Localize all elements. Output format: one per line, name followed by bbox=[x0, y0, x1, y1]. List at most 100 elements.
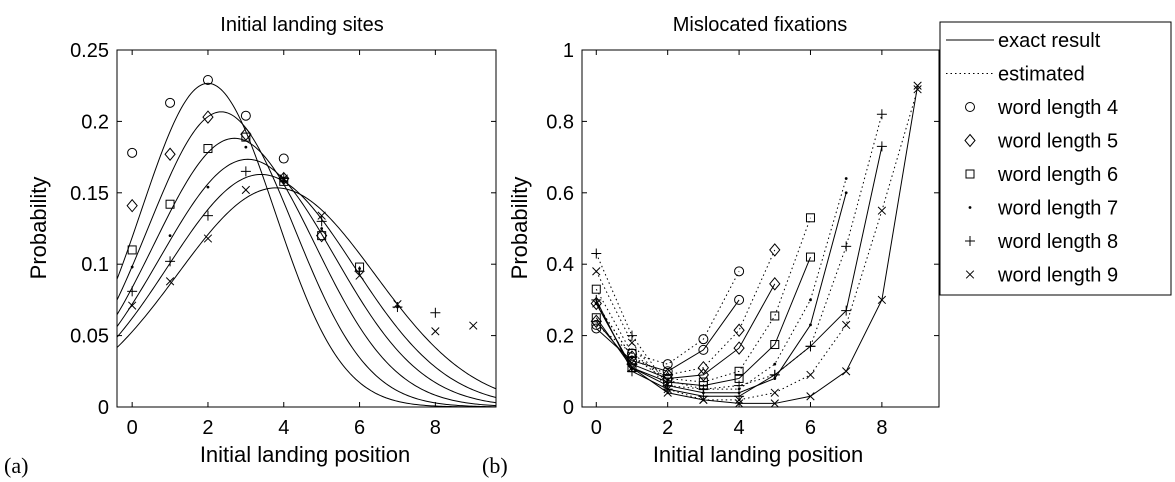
legend-item: exact result bbox=[946, 30, 1101, 52]
panel-b-x-tick-label: 4 bbox=[734, 417, 745, 439]
panel-a-x-tick-label: 6 bbox=[354, 417, 365, 439]
panel-b-x-tick-label: 6 bbox=[805, 417, 816, 439]
panel-a-point-cross bbox=[128, 301, 137, 310]
panel-b-x-tick-label: 0 bbox=[591, 417, 602, 439]
panel-a-point-cross bbox=[241, 185, 251, 195]
panel-b-exact-line-cross bbox=[595, 85, 919, 404]
panel-b-estimated-point-cross bbox=[913, 85, 922, 94]
panel-b-estimated-point-plus bbox=[591, 248, 602, 259]
panel-b-label: (b) bbox=[482, 453, 508, 478]
panel-b-exact-point-circle bbox=[662, 366, 673, 377]
legend-cross-marker-icon bbox=[965, 270, 975, 279]
panel-b-estimated-point-diamond bbox=[697, 360, 710, 375]
panel-b-estimated-point-diamond bbox=[733, 323, 745, 338]
panel-a-point-square bbox=[165, 199, 175, 209]
panel-b-exact-point-cross bbox=[806, 392, 815, 401]
legend-circle-marker-icon bbox=[965, 102, 975, 112]
panel-a-y-tick-label: 0 bbox=[98, 397, 109, 419]
panel-b-estimated-point-plus bbox=[698, 384, 709, 395]
legend-diamond-marker-icon bbox=[964, 133, 976, 148]
panel-b-exact-point-square bbox=[770, 340, 780, 350]
panel-b-exact-point-circle bbox=[591, 323, 602, 334]
panel-b-y-tick-label: 0 bbox=[563, 397, 574, 419]
panel-b-y-tick-label: 1 bbox=[563, 40, 574, 62]
panel-b-exact-point-cross bbox=[770, 399, 779, 408]
legend-label: word length 9 bbox=[997, 265, 1118, 287]
legend-label: word length 6 bbox=[997, 164, 1118, 186]
panel-a-y-tick-label: 0.05 bbox=[70, 326, 109, 348]
panel-a-y-tick-label: 0.15 bbox=[70, 183, 109, 205]
panel-a-y-tick-label: 0.2 bbox=[81, 111, 109, 133]
panel-a-point-circle bbox=[240, 110, 251, 121]
panel-b-exact-point-cross bbox=[592, 299, 601, 308]
panel-b-estimated-point-plus bbox=[626, 330, 637, 341]
panel-a-fit-curve-4 bbox=[117, 158, 496, 404]
panel-b-markers bbox=[590, 81, 922, 408]
panel-b-estimated-point-cross bbox=[877, 206, 887, 215]
panel-b-exact-line-circle bbox=[595, 299, 740, 372]
panel-a-point-cross bbox=[355, 271, 364, 280]
legend: exact result estimated word length 4 word l… bbox=[939, 21, 1172, 296]
panel-a-point-cross bbox=[317, 211, 326, 220]
panel-b-estimated-point-plus bbox=[876, 109, 887, 120]
panel-b-estimated-point-square bbox=[734, 366, 744, 376]
panel-a-point-cross bbox=[165, 277, 175, 286]
panel-a-y-axis-label: Probability bbox=[26, 177, 51, 280]
panel-a-fit-curve-2 bbox=[117, 111, 496, 407]
panel-b-estimated-point-diamond bbox=[590, 296, 602, 311]
panel-b-plot-frame bbox=[581, 49, 940, 408]
legend-item: word length 8 bbox=[965, 231, 1118, 253]
panel-b-estimated-point-cross bbox=[592, 267, 601, 276]
panel-a-x-tick-label: 4 bbox=[278, 417, 289, 439]
panel-b-exact-point-circle bbox=[734, 294, 745, 305]
panel-b-exact-point-cross bbox=[877, 295, 887, 305]
panel-b-exact-point-dot bbox=[809, 323, 812, 327]
legend-plus-marker-icon bbox=[965, 236, 975, 246]
panel-a-y-tick-label: 0.25 bbox=[70, 40, 109, 62]
panel-a-x-tick-label: 0 bbox=[127, 417, 138, 439]
panel-b-estimated-point-diamond bbox=[626, 350, 638, 364]
panel-a-point-dot bbox=[168, 234, 172, 238]
panel-a-point-diamond bbox=[240, 127, 252, 142]
panel-b-exact-point-cross bbox=[663, 388, 672, 397]
legend-label: word length 4 bbox=[997, 97, 1118, 119]
panel-b-exact-point-diamond bbox=[697, 368, 710, 382]
panel-a-fit-curve-5 bbox=[117, 173, 496, 399]
panel-b-estimated-point-circle bbox=[734, 266, 745, 277]
panel-b-estimated-point-square bbox=[770, 311, 780, 321]
legend-label: word length 5 bbox=[997, 131, 1118, 153]
panel-a-point-diamond bbox=[278, 171, 290, 186]
legend-label: estimated bbox=[998, 64, 1085, 86]
panel-b-estimated-point-plus bbox=[734, 380, 745, 391]
panel-b-exact-point-square bbox=[805, 252, 815, 262]
panel-a-fit-curve-3 bbox=[117, 137, 496, 407]
panel-a-point-square bbox=[203, 144, 213, 154]
panel-b-exact-point-plus bbox=[841, 305, 852, 316]
panel-b-estimated-point-circle bbox=[591, 319, 602, 330]
panel-b-exact-point-diamond bbox=[590, 314, 602, 329]
panel-a-fitted-curves bbox=[117, 82, 496, 407]
panel-a-point-circle bbox=[202, 74, 213, 85]
panel-b-estimated-point-diamond bbox=[769, 243, 781, 257]
panel-b-x-ticks: 0 2 4 6 8 bbox=[591, 50, 887, 439]
panel-b-estimated-point-cross bbox=[842, 320, 851, 330]
panel-b-y-tick-label: 0.6 bbox=[546, 183, 574, 205]
panel-a-title: Initial landing sites bbox=[220, 14, 383, 36]
panel-a-point-circle bbox=[165, 97, 176, 108]
panel-a-point-cross bbox=[393, 300, 402, 309]
panel-b-estimated-point-square bbox=[805, 213, 815, 223]
panel-a-point-square bbox=[127, 245, 137, 255]
panel-b-estimated-point-circle bbox=[698, 334, 709, 345]
panel-a-point-plus bbox=[127, 286, 138, 297]
panel-b-mislocated-fixations: Mislocated fixations 0 2 4 6 8 0 0.2 0.4 0.6 0.8… bbox=[482, 14, 940, 478]
panel-a-point-plus bbox=[202, 210, 213, 221]
panel-a-fit-curve-1 bbox=[117, 82, 496, 407]
panel-a-y-tick-label: 0.1 bbox=[81, 254, 109, 276]
legend-label: word length 7 bbox=[997, 198, 1118, 220]
panel-b-estimated-point-plus bbox=[769, 369, 780, 380]
panel-a-point-diamond bbox=[316, 228, 328, 243]
panel-a-initial-landing-sites: Initial landing sites 0 2 4 6 8 0 0.05 0.1 0.15… bbox=[4, 14, 497, 478]
panel-b-estimated-point-dot bbox=[773, 362, 777, 366]
panel-b-estimated-line-diamond bbox=[595, 249, 776, 376]
